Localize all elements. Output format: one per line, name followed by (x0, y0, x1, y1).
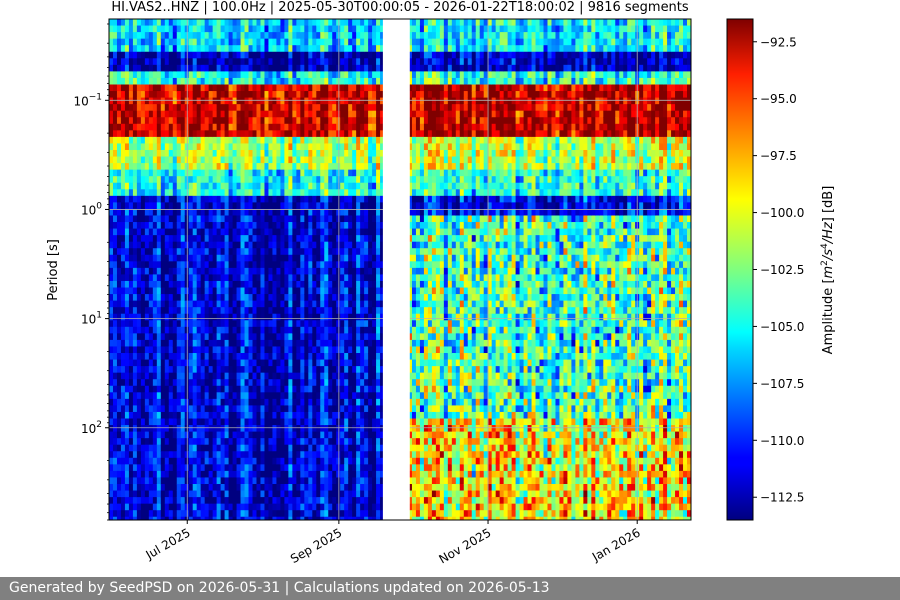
colorbar-tick-label: −107.5 (760, 377, 804, 391)
x-tick-label: Sep 2025 (288, 525, 344, 566)
x-axis: Jul 2025 Sep 2025 Nov 2025 Jan 2026 (143, 520, 643, 566)
x-tick-label: Jul 2025 (143, 525, 193, 562)
colorbar (726, 18, 754, 521)
y-tick-label: 10−1 (73, 92, 102, 108)
y-tick-label: 100 (81, 201, 102, 217)
data-gap (382, 19, 410, 520)
footer-bar: Generated by SeedPSD on 2026-05-31 | Cal… (0, 577, 900, 600)
heatmap-cells (109, 19, 691, 520)
footer-text: Generated by SeedPSD on 2026-05-31 | Cal… (9, 580, 550, 596)
plot-frame (108, 18, 692, 521)
colorbar-tick-label: −110.0 (760, 434, 804, 448)
colorbar-tick-label: −112.5 (760, 491, 804, 505)
colorbar-label: Amplitude [m2/s4/Hz] [dB] (820, 186, 836, 355)
plot-area (109, 19, 691, 520)
y-tick-label: 102 (81, 420, 102, 436)
y-axis-label: Period [s] (46, 239, 61, 301)
x-tick-label: Nov 2025 (436, 525, 493, 566)
colorbar-tick-label: −105.0 (760, 320, 804, 334)
x-tick-label: Jan 2026 (589, 525, 643, 564)
y-tick-label: 101 (81, 311, 102, 327)
colorbar-tick-label: −97.5 (760, 149, 797, 163)
colorbar-tick-label: −100.0 (760, 206, 804, 220)
colorbar-ticks: −92.5 −95.0 −97.5 −100.0 −102.5 −105.0 −107.5 −… (753, 35, 804, 505)
colorbar-tick-label: −95.0 (760, 92, 797, 106)
colorbar-tick-label: −102.5 (760, 263, 804, 277)
chart-title: HI.VAS2..HNZ | 100.0Hz | 2025-05-30T00:0… (111, 0, 689, 15)
colorbar-tick-label: −92.5 (760, 35, 797, 49)
y-axis: 10−1 100 101 102 (73, 23, 109, 521)
